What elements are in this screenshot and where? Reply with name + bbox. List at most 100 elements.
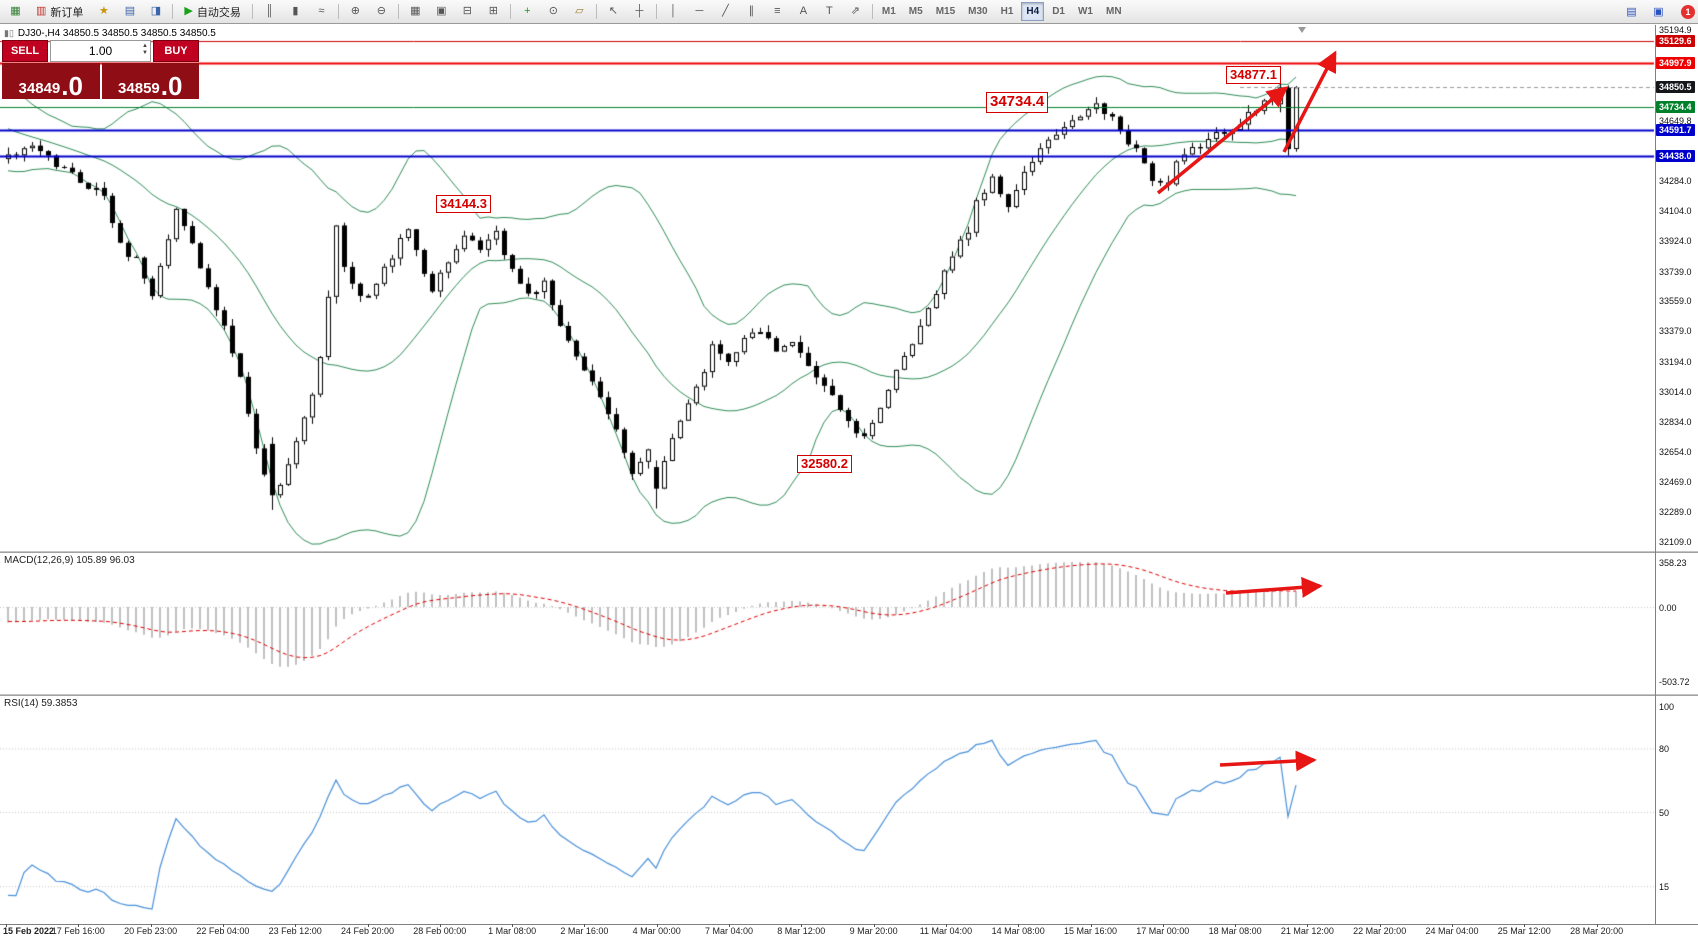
bar-chart-icon: ║ — [265, 5, 274, 17]
line-chart-icon-button[interactable]: ≈ — [309, 1, 334, 22]
toolbar-separator — [655, 4, 657, 19]
toolbar-separator — [172, 4, 174, 19]
chart-symbol-info: ▮▯ DJ30-,H4 34850.5 34850.5 34850.5 3485… — [4, 28, 216, 39]
macd-label: MACD(12,26,9) 105.89 96.03 — [4, 555, 135, 566]
chart-shift-marker[interactable] — [1298, 27, 1306, 33]
tile-vertically-icon-button[interactable]: ⊞ — [481, 1, 506, 22]
period-menu-icon-button[interactable]: ⊙ — [541, 1, 566, 22]
arrows-tool-icon: ⇗ — [850, 5, 860, 17]
text-label-icon: T — [826, 5, 833, 17]
text-label-icon-button[interactable]: T — [817, 1, 842, 22]
timeframe-mn-button[interactable]: MN — [1105, 6, 1122, 17]
timeframe-m15-button[interactable]: M15 — [935, 6, 956, 17]
market-watch-icon-button[interactable]: ★ — [91, 1, 116, 22]
macd-panel-separator[interactable] — [0, 551, 1698, 553]
buy-button[interactable]: BUY — [153, 40, 199, 62]
cascade-windows-icon-button[interactable]: ▣ — [429, 1, 454, 22]
timeframe-m1-button[interactable]: M1 — [881, 6, 896, 17]
text-icon: A — [799, 5, 808, 17]
bar-chart-icon-button[interactable]: ║ — [257, 1, 282, 22]
tile-horizontally-icon: ⊟ — [462, 5, 472, 17]
timeframe-h1-button[interactable]: H1 — [1000, 6, 1014, 17]
timeframe-d1-button[interactable]: D1 — [1052, 6, 1065, 17]
rsi-label: RSI(14) 59.3853 — [4, 698, 78, 709]
candlestick-chart-icon-button[interactable]: ▮ — [283, 1, 308, 22]
timeframe-m30-button[interactable]: M30 — [968, 6, 988, 17]
full-screen-icon[interactable]: ▣ — [1653, 6, 1664, 18]
timeframe-w1-button[interactable]: W1 — [1077, 6, 1093, 17]
timeframe-m5-button[interactable]: M5 — [908, 6, 923, 17]
timeframe-h4-button[interactable]: H4 — [1021, 2, 1045, 21]
new-chart-icon-button[interactable]: ▦ — [3, 1, 28, 22]
horizontal-line-icon: ─ — [695, 5, 704, 17]
horizontal-line-icon-button[interactable]: ─ — [687, 1, 712, 22]
volume-value: 1.00 — [88, 44, 113, 58]
vertical-line-icon: │ — [669, 5, 677, 17]
symbol-ohlc-text: DJ30-,H4 34850.5 34850.5 34850.5 34850.5 — [17, 28, 216, 39]
template-menu-icon: ▱ — [575, 5, 584, 17]
data-window-icon-button[interactable]: ▤ — [117, 1, 142, 22]
fibonacci-icon: ≡ — [774, 5, 781, 17]
zoom-in-icon-button[interactable]: ⊕ — [343, 1, 368, 22]
sell-price[interactable]: 34849.0 — [2, 63, 100, 99]
chart-list-icon[interactable]: ▤ — [1626, 6, 1637, 18]
volume-input[interactable]: 1.00 ▲ ▼ — [50, 40, 151, 62]
tile-vertically-icon: ⊞ — [488, 5, 498, 17]
toolbar-right: ▤ ▣ 1 — [1619, 1, 1695, 22]
arrows-tool-icon-button[interactable]: ⇗ — [843, 1, 868, 22]
template-menu-icon-button[interactable]: ▱ — [567, 1, 592, 22]
tile-horizontally-icon-button[interactable]: ⊟ — [455, 1, 480, 22]
candlestick-chart-icon: ▮ — [292, 5, 299, 17]
price-annotation[interactable]: 34877.1 — [1226, 66, 1281, 85]
tile-windows-icon: ▦ — [410, 5, 421, 17]
price-annotation[interactable]: 32580.2 — [797, 455, 852, 474]
fibonacci-icon-button[interactable]: ≡ — [765, 1, 790, 22]
text-icon-button[interactable]: A — [791, 1, 816, 22]
sell-price-main: 34849 — [18, 79, 61, 97]
zoom-in-icon: ⊕ — [350, 5, 360, 17]
new-order-button[interactable]: ▥ 新订单 — [29, 1, 90, 22]
price-annotation[interactable]: 34734.4 — [986, 92, 1049, 113]
trendline-icon-button[interactable]: ╱ — [713, 1, 738, 22]
price-annotation[interactable]: 34144.3 — [436, 195, 491, 214]
zoom-out-icon-button[interactable]: ⊖ — [369, 1, 394, 22]
spinner-up-icon[interactable]: ▲ — [142, 43, 148, 49]
new-chart-icon: ▦ — [10, 5, 21, 17]
auto-trading-button[interactable]: ▶ 自动交易 — [177, 1, 247, 22]
navigator-icon-button[interactable]: ◨ — [143, 1, 168, 22]
time-axis-border — [0, 924, 1698, 925]
sell-price-frac: .0 — [61, 70, 83, 101]
equidistant-channel-icon-button[interactable]: ∥ — [739, 1, 764, 22]
candlestick-icon: ▮▯ — [4, 28, 14, 38]
rsi-panel-separator[interactable] — [0, 694, 1698, 696]
notification-badge[interactable]: 1 — [1681, 4, 1695, 19]
crosshair-icon-button[interactable]: ┼ — [627, 1, 652, 22]
buy-price-frac: .0 — [160, 70, 183, 101]
toolbar-separator — [251, 4, 253, 19]
spinner-down-icon[interactable]: ▼ — [142, 50, 148, 57]
market-watch-icon: ★ — [98, 5, 109, 17]
auto-trading-label: 自动交易 — [196, 6, 241, 19]
navigator-icon: ◨ — [150, 5, 162, 17]
data-window-icon: ▤ — [124, 5, 136, 17]
buy-price[interactable]: 34859.0 — [101, 63, 199, 101]
sell-button[interactable]: SELL — [2, 40, 48, 62]
volume-spinner[interactable]: ▲ ▼ — [142, 43, 148, 57]
zoom-out-icon: ⊖ — [376, 5, 386, 17]
crosshair-icon: ┼ — [635, 5, 644, 17]
one-click-trading-panel: SELL 1.00 ▲ ▼ BUY 34849.0 34859.0 — [2, 40, 199, 99]
vertical-line-icon-button[interactable]: │ — [661, 1, 686, 22]
tile-windows-icon-button[interactable]: ▦ — [403, 1, 428, 22]
toolbar-buttons: ▦ ▥ 新订单 ★ ▤ ◨ ▶ 自动交易 ║ ▮ ≈ ⊕ ⊖ ▦ ▣ ⊟ ⊞ + ⊙ ▱ ↖ ┼ │ ─ ╱ ∥ ≡ A T ⇗ — [3, 1, 876, 22]
trade-panel-controls: SELL 1.00 ▲ ▼ BUY — [2, 40, 199, 62]
toolbar-separator — [871, 4, 873, 19]
cursor-icon-button[interactable]: ↖ — [601, 1, 626, 22]
period-menu-icon: ⊙ — [548, 5, 558, 17]
cursor-icon: ↖ — [608, 5, 618, 17]
add-indicator-icon: + — [524, 5, 531, 17]
toolbar-separator — [509, 4, 511, 19]
add-indicator-icon-button[interactable]: + — [515, 1, 540, 22]
price-axis-border — [1655, 25, 1656, 924]
